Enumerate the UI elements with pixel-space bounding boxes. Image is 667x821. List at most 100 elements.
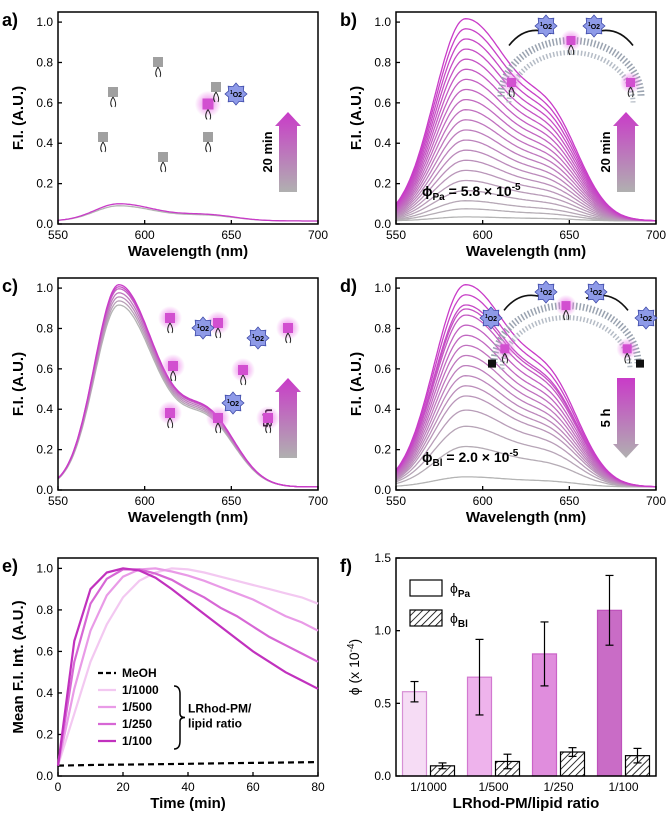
time-arrow-label: 20 min [598, 131, 613, 172]
spectrum-curve [396, 18, 656, 222]
quantum-yield-annotation: ϕBl = 2.0 × 10-5 [422, 448, 519, 469]
x-tick-label: 1/100 [608, 780, 638, 794]
plot-frame [395, 557, 657, 777]
legend-label: MeOH [122, 666, 157, 680]
singlet-oxygen-icon [221, 391, 245, 415]
x-axis-label: Wavelength (nm) [128, 243, 248, 260]
y-tick-label: 1.0 [36, 561, 53, 575]
y-tick-label: 0.2 [374, 177, 391, 191]
singlet-oxygen-icon [224, 82, 248, 106]
singlet-oxygen-icon [246, 326, 270, 350]
probe-head [98, 132, 108, 142]
x-tick-label: 600 [135, 228, 155, 242]
singlet-oxygen-label: 1O2 [540, 288, 552, 297]
y-axis-label: F.I. (A.U.) [10, 86, 27, 150]
spectrum-curve [396, 476, 656, 488]
bar [401, 691, 428, 777]
x-tick-label: 1/1000 [410, 780, 447, 794]
y-tick-label: 0.4 [36, 136, 53, 150]
legend-swatch [409, 609, 443, 627]
spectra [58, 284, 318, 488]
probe-tail [167, 417, 174, 429]
x-tick-label: 600 [473, 494, 493, 508]
plot-frame [395, 11, 657, 225]
legend-brace-label: lipid ratio [188, 717, 242, 731]
probe-head [283, 323, 293, 333]
probe-head [165, 408, 175, 418]
singlet-oxygen-label: 1O2 [540, 22, 552, 31]
y-tick-label: 0.8 [374, 55, 391, 69]
x-tick-label: 550 [48, 494, 68, 508]
probe-tail [502, 353, 508, 364]
probe-head [622, 344, 632, 354]
y-tick-label: 0.2 [36, 443, 53, 457]
spectra [396, 284, 656, 488]
y-tick-label: 0.6 [36, 96, 53, 110]
probe-tail [240, 374, 247, 386]
probe-tail [215, 422, 222, 434]
y-tick-label: 1.0 [374, 281, 391, 295]
singlet-oxygen-label: 1O2 [230, 90, 242, 99]
series-line [56, 567, 319, 766]
probe-tail [265, 422, 272, 434]
singlet-oxygen-icon [191, 316, 215, 340]
y-tick-label: 1.0 [36, 281, 53, 295]
probe-head [263, 413, 273, 423]
probe-head [561, 301, 571, 311]
panel-b: b) 550 600 650 700 0.0 0.2 0.4 0.6 0.8 1.0 Waveleng… [340, 10, 666, 260]
y-tick-label: 1.5 [374, 551, 391, 565]
spectrum-curve [58, 203, 318, 222]
spectrum-curve [396, 445, 656, 488]
time-arrow [275, 378, 301, 458]
series-line [56, 568, 319, 766]
probe-tail [205, 109, 212, 120]
probe-head [158, 152, 168, 162]
spectrum-curve [396, 409, 656, 488]
spectrum-curve [396, 425, 656, 488]
probe-head [153, 57, 163, 67]
y-tick-label: 0.2 [36, 727, 53, 741]
panel-label: d) [340, 276, 357, 296]
x-tick-label: 650 [221, 494, 241, 508]
y-tick-label: 0.0 [374, 217, 391, 231]
panel-label: c) [2, 276, 18, 296]
x-tick-label: 20 [116, 780, 130, 794]
plot-frame [57, 11, 319, 225]
probe-head [108, 87, 118, 97]
x-axis-label: Wavelength (nm) [466, 243, 586, 260]
probe-head [203, 132, 213, 142]
y-tick-label: 0.6 [36, 362, 53, 376]
probe-tail [627, 86, 634, 98]
x-tick-label: 650 [559, 228, 579, 242]
legend-label: 1/500 [122, 700, 152, 714]
probe-head [168, 361, 178, 371]
spectra [58, 203, 318, 222]
time-arrow [275, 112, 301, 192]
schematic: 1O2 1O2 [497, 14, 645, 103]
y-axis-label: F.I. (A.U.) [10, 352, 27, 416]
probe-head [500, 344, 510, 354]
y-tick-label: 0.0 [36, 483, 53, 497]
singlet-oxygen-icon [582, 14, 606, 38]
x-tick-label: 700 [646, 228, 666, 242]
spectra [396, 18, 656, 222]
y-tick-label: 0.0 [36, 217, 53, 231]
x-tick-label: 1/500 [478, 780, 508, 794]
legend-label: ϕPa [450, 580, 471, 600]
plot-frame [57, 277, 319, 491]
y-tick-label: 1.0 [374, 15, 391, 29]
legend-brace-label: LRhod-PM/ [188, 702, 252, 716]
time-arrow [613, 378, 639, 458]
probe-tail [563, 309, 570, 321]
singlet-oxygen-label: 1O2 [485, 314, 497, 323]
panel-label: a) [2, 10, 18, 30]
probe-tail [215, 327, 222, 339]
probe-head [626, 78, 635, 87]
singlet-oxygen-icon [584, 280, 608, 304]
y-tick-label: 0.8 [374, 321, 391, 335]
singlet-oxygen-label: 1O2 [197, 324, 209, 333]
singlet-oxygen-label: 1O2 [227, 399, 239, 408]
y-tick-label: 0.2 [36, 177, 53, 191]
probe-head [165, 313, 175, 323]
singlet-oxygen-label: 1O2 [252, 334, 264, 343]
